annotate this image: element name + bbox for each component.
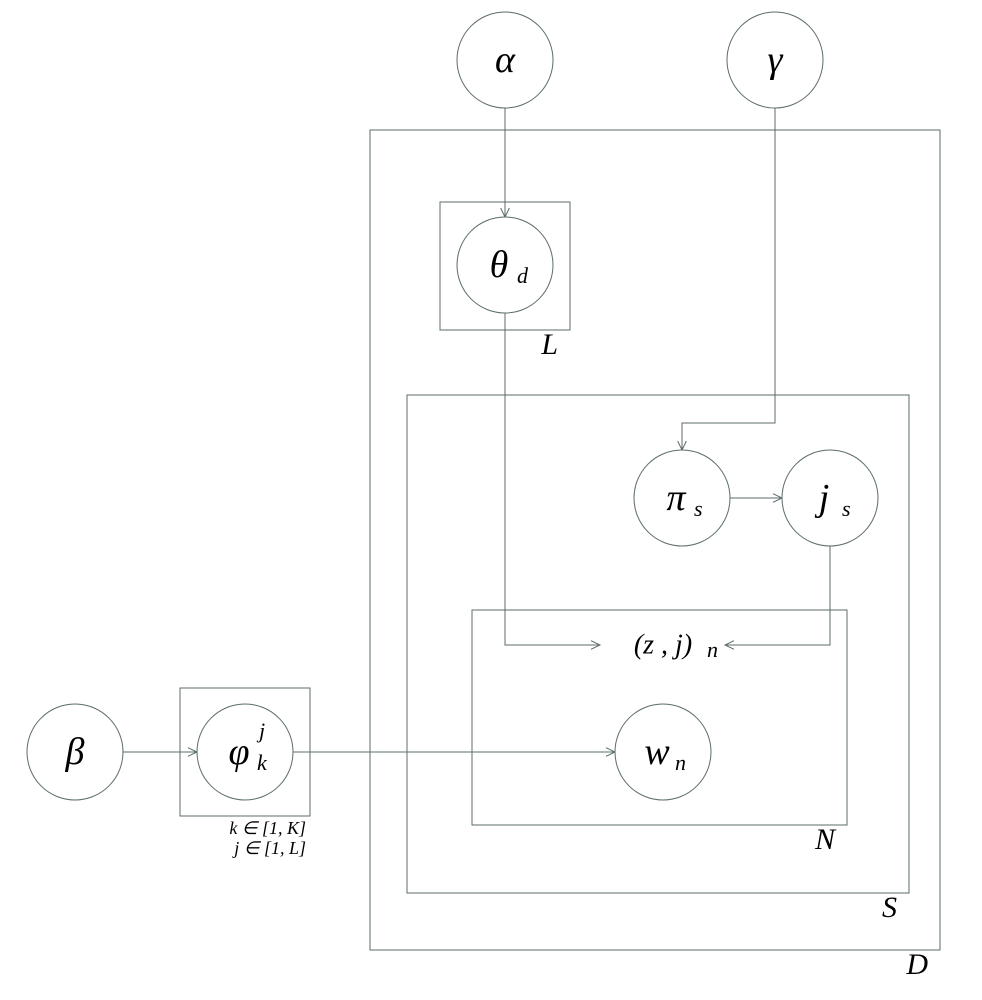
node-sub-theta: d [517,263,529,288]
node-beta: β [27,704,123,800]
node-phi: φkj [197,704,293,800]
node-gamma: γ [727,12,823,108]
edge-gamma-pi [682,108,775,450]
node-label-zj: (z , j) [634,630,692,661]
node-label-beta: β [65,731,85,773]
node-label-theta: θ [490,244,509,286]
node-wn: wn [615,704,711,800]
edge-theta-zj [505,313,600,645]
node-theta: θd [457,217,553,313]
plate-label-D: D [905,948,928,981]
plate-range-phi-1: j ∈ [1, L] [232,838,306,858]
plate-range-phi-0: k ∈ [1, K] [229,818,306,838]
plate-D: D [370,130,940,981]
node-label-alpha: α [495,39,516,81]
node-sub-zj: n [707,637,718,662]
plate-label-L: L [540,328,558,361]
plate-label-S: S [882,891,897,924]
node-label-phi: φ [228,731,249,773]
node-sub-pi: s [694,496,703,521]
node-js: js [782,450,878,546]
node-zj: (z , j) n [634,630,718,663]
node-pi: πs [634,450,730,546]
node-sub-js: s [842,496,851,521]
node-sub-phi: k [257,750,268,775]
node-label-pi: π [666,477,686,519]
node-label-gamma: γ [768,39,784,81]
plate-label-N: N [814,823,837,856]
node-sub-wn: n [675,750,686,775]
edge-js-zj [725,546,830,645]
node-label-wn: w [644,731,670,773]
node-alpha: α [457,12,553,108]
